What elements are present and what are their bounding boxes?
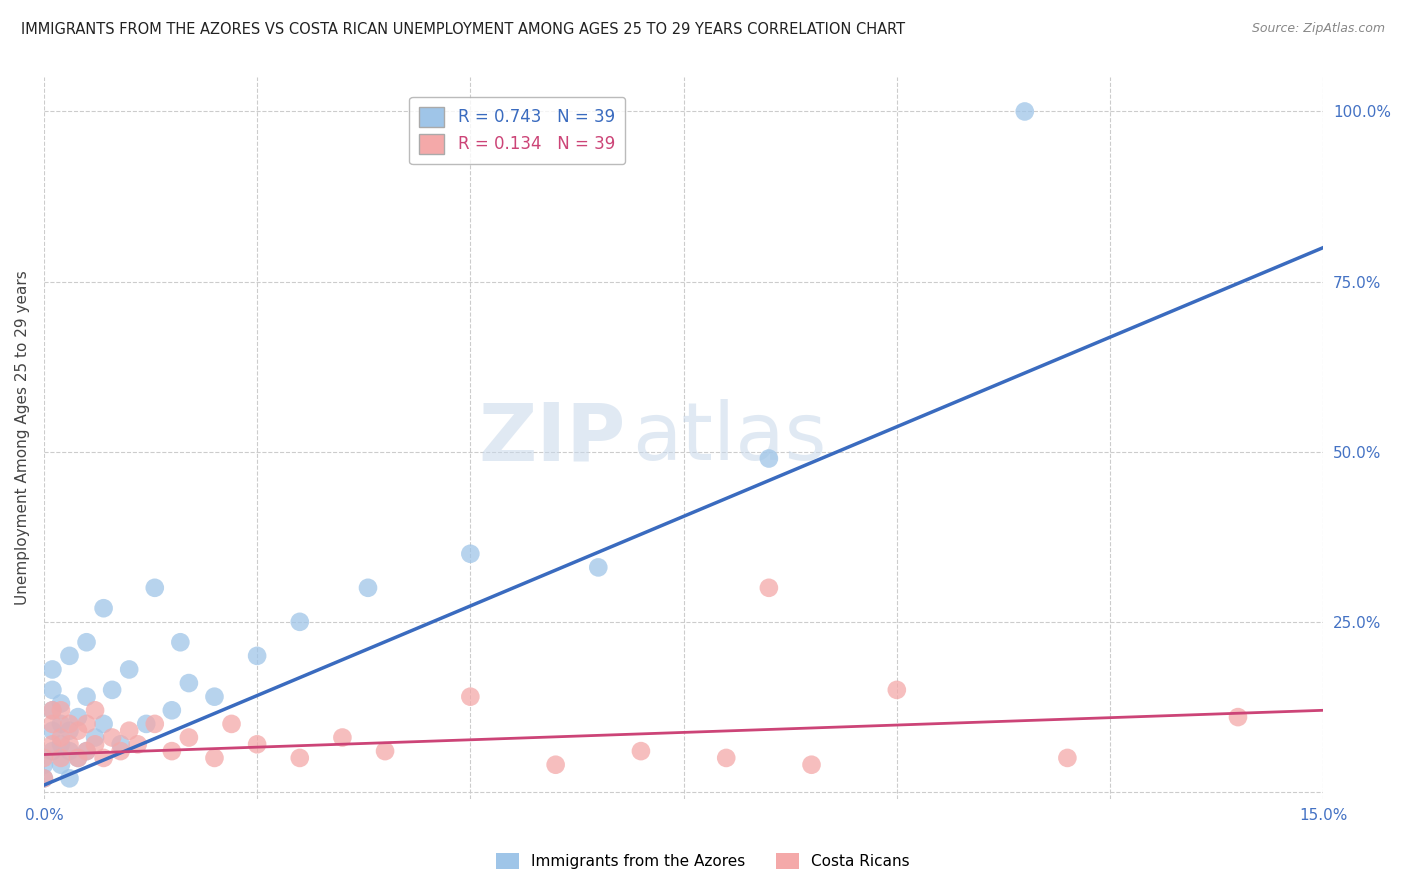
Point bbox=[84, 737, 107, 751]
Point bbox=[58, 744, 80, 758]
Point bbox=[84, 731, 107, 745]
Point bbox=[93, 601, 115, 615]
Point bbox=[110, 737, 132, 751]
Point bbox=[58, 737, 80, 751]
Point bbox=[160, 744, 183, 758]
Point bbox=[544, 757, 567, 772]
Point bbox=[58, 772, 80, 786]
Point bbox=[1014, 104, 1036, 119]
Point bbox=[41, 703, 63, 717]
Point bbox=[76, 690, 98, 704]
Point bbox=[84, 703, 107, 717]
Y-axis label: Unemployment Among Ages 25 to 29 years: Unemployment Among Ages 25 to 29 years bbox=[15, 271, 30, 606]
Point bbox=[127, 737, 149, 751]
Point bbox=[49, 737, 72, 751]
Point bbox=[374, 744, 396, 758]
Point bbox=[118, 663, 141, 677]
Point bbox=[221, 717, 243, 731]
Point bbox=[630, 744, 652, 758]
Point bbox=[886, 682, 908, 697]
Point bbox=[758, 451, 780, 466]
Point bbox=[32, 772, 55, 786]
Point bbox=[758, 581, 780, 595]
Legend: R = 0.743   N = 39, R = 0.134   N = 39: R = 0.743 N = 39, R = 0.134 N = 39 bbox=[409, 96, 626, 164]
Point bbox=[49, 703, 72, 717]
Point bbox=[160, 703, 183, 717]
Point bbox=[58, 717, 80, 731]
Point bbox=[143, 717, 166, 731]
Point bbox=[41, 744, 63, 758]
Point bbox=[204, 690, 226, 704]
Point bbox=[76, 744, 98, 758]
Point bbox=[177, 731, 200, 745]
Point bbox=[1227, 710, 1250, 724]
Point bbox=[32, 757, 55, 772]
Point bbox=[76, 744, 98, 758]
Point bbox=[41, 682, 63, 697]
Point bbox=[66, 751, 89, 765]
Point bbox=[716, 751, 738, 765]
Point bbox=[58, 723, 80, 738]
Point bbox=[332, 731, 354, 745]
Point bbox=[49, 731, 72, 745]
Point bbox=[66, 751, 89, 765]
Point bbox=[177, 676, 200, 690]
Point bbox=[288, 615, 311, 629]
Point bbox=[800, 757, 823, 772]
Point bbox=[288, 751, 311, 765]
Text: atlas: atlas bbox=[633, 399, 827, 477]
Point bbox=[118, 723, 141, 738]
Point bbox=[76, 635, 98, 649]
Point bbox=[93, 751, 115, 765]
Point bbox=[143, 581, 166, 595]
Point bbox=[41, 717, 63, 731]
Point bbox=[41, 703, 63, 717]
Point bbox=[49, 751, 72, 765]
Point bbox=[49, 757, 72, 772]
Point bbox=[41, 737, 63, 751]
Point bbox=[135, 717, 157, 731]
Text: ZIP: ZIP bbox=[479, 399, 626, 477]
Point bbox=[101, 731, 124, 745]
Point bbox=[76, 717, 98, 731]
Point bbox=[1056, 751, 1078, 765]
Point bbox=[41, 723, 63, 738]
Point bbox=[41, 663, 63, 677]
Point bbox=[246, 648, 269, 663]
Point bbox=[49, 717, 72, 731]
Point bbox=[204, 751, 226, 765]
Point bbox=[101, 682, 124, 697]
Text: Source: ZipAtlas.com: Source: ZipAtlas.com bbox=[1251, 22, 1385, 36]
Point bbox=[93, 717, 115, 731]
Legend: Immigrants from the Azores, Costa Ricans: Immigrants from the Azores, Costa Ricans bbox=[491, 847, 915, 875]
Point bbox=[32, 772, 55, 786]
Point bbox=[110, 744, 132, 758]
Point bbox=[49, 697, 72, 711]
Point bbox=[460, 547, 482, 561]
Point bbox=[357, 581, 380, 595]
Point bbox=[246, 737, 269, 751]
Point bbox=[460, 690, 482, 704]
Point bbox=[58, 648, 80, 663]
Point bbox=[66, 710, 89, 724]
Point bbox=[169, 635, 191, 649]
Point bbox=[66, 723, 89, 738]
Text: IMMIGRANTS FROM THE AZORES VS COSTA RICAN UNEMPLOYMENT AMONG AGES 25 TO 29 YEARS: IMMIGRANTS FROM THE AZORES VS COSTA RICA… bbox=[21, 22, 905, 37]
Point bbox=[588, 560, 610, 574]
Point bbox=[32, 751, 55, 765]
